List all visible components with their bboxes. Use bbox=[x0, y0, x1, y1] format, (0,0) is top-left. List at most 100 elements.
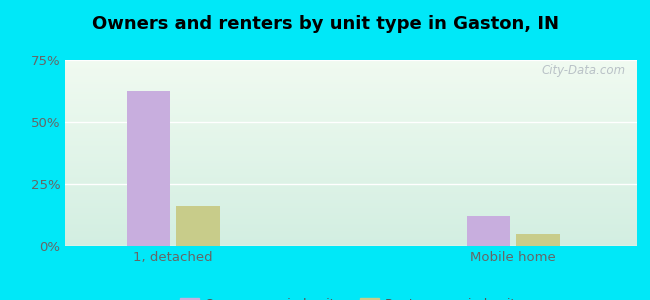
Bar bbox=[65, 159, 637, 160]
Bar bbox=[65, 238, 637, 239]
Bar bbox=[65, 119, 637, 120]
Bar bbox=[65, 160, 637, 161]
Text: City-Data.com: City-Data.com bbox=[541, 64, 625, 77]
Bar bbox=[65, 89, 637, 90]
Bar bbox=[65, 120, 637, 122]
Bar bbox=[65, 237, 637, 238]
Bar bbox=[65, 165, 637, 166]
Bar bbox=[65, 197, 637, 198]
Bar bbox=[65, 212, 637, 214]
Bar bbox=[65, 130, 637, 131]
Bar bbox=[65, 194, 637, 195]
Bar bbox=[65, 90, 637, 91]
Bar bbox=[65, 139, 637, 140]
Bar bbox=[467, 216, 510, 246]
Bar bbox=[65, 161, 637, 162]
Bar bbox=[65, 241, 637, 242]
Bar bbox=[65, 158, 637, 159]
Bar bbox=[65, 169, 637, 170]
Bar bbox=[65, 68, 637, 69]
Bar bbox=[65, 142, 637, 143]
Bar bbox=[65, 209, 637, 210]
Bar bbox=[65, 95, 637, 96]
Legend: Owner occupied units, Renter occupied units: Owner occupied units, Renter occupied un… bbox=[175, 293, 527, 300]
Bar bbox=[65, 106, 637, 107]
Bar bbox=[65, 114, 637, 115]
Bar bbox=[65, 85, 637, 86]
Bar bbox=[65, 190, 637, 191]
Bar bbox=[65, 74, 637, 75]
Bar bbox=[65, 109, 637, 110]
Bar bbox=[65, 236, 637, 237]
Bar bbox=[65, 108, 637, 109]
Bar bbox=[65, 77, 637, 78]
Bar bbox=[65, 105, 637, 106]
Bar bbox=[65, 62, 637, 63]
Bar bbox=[65, 80, 637, 81]
Bar bbox=[65, 203, 637, 204]
Bar bbox=[65, 201, 637, 202]
Bar bbox=[65, 172, 637, 173]
Bar bbox=[65, 166, 637, 167]
Bar bbox=[65, 78, 637, 79]
Bar bbox=[65, 79, 637, 80]
Bar bbox=[65, 122, 637, 123]
Bar bbox=[65, 225, 637, 226]
Bar bbox=[65, 221, 637, 222]
Bar bbox=[65, 101, 637, 102]
Bar bbox=[65, 128, 637, 129]
Bar bbox=[65, 111, 637, 112]
Bar bbox=[65, 191, 637, 192]
Bar bbox=[65, 71, 637, 72]
Bar bbox=[127, 91, 170, 246]
Bar bbox=[65, 160, 637, 161]
Bar bbox=[65, 76, 637, 77]
Bar bbox=[65, 243, 637, 244]
Bar bbox=[65, 240, 637, 241]
Bar bbox=[65, 91, 637, 92]
Bar bbox=[65, 162, 637, 163]
Bar bbox=[65, 103, 637, 104]
Text: Owners and renters by unit type in Gaston, IN: Owners and renters by unit type in Gasto… bbox=[92, 15, 558, 33]
Bar bbox=[65, 219, 637, 220]
Bar bbox=[65, 83, 637, 84]
Bar bbox=[65, 171, 637, 172]
Bar bbox=[65, 92, 637, 94]
Bar bbox=[65, 211, 637, 212]
Bar bbox=[65, 134, 637, 135]
Bar bbox=[65, 155, 637, 156]
Bar bbox=[65, 132, 637, 133]
Bar bbox=[65, 112, 637, 113]
Bar bbox=[65, 193, 637, 194]
Bar bbox=[65, 157, 637, 158]
Bar bbox=[65, 215, 637, 216]
Bar bbox=[65, 199, 637, 200]
Bar bbox=[65, 63, 637, 64]
Bar bbox=[65, 84, 637, 85]
Bar bbox=[65, 141, 637, 142]
Bar bbox=[65, 176, 637, 177]
Bar bbox=[65, 216, 637, 217]
Bar bbox=[65, 210, 637, 211]
Bar bbox=[65, 206, 637, 207]
Bar bbox=[65, 179, 637, 180]
Bar bbox=[176, 206, 220, 246]
Bar bbox=[65, 231, 637, 232]
Bar bbox=[65, 131, 637, 132]
Bar bbox=[65, 140, 637, 141]
Bar bbox=[65, 118, 637, 119]
Bar bbox=[65, 224, 637, 225]
Bar bbox=[65, 238, 637, 239]
Bar bbox=[65, 115, 637, 116]
Bar bbox=[65, 181, 637, 182]
Bar bbox=[65, 207, 637, 208]
Bar bbox=[65, 99, 637, 100]
Bar bbox=[65, 195, 637, 196]
Bar bbox=[65, 233, 637, 234]
Bar bbox=[65, 136, 637, 137]
Bar bbox=[65, 156, 637, 157]
Bar bbox=[65, 234, 637, 235]
Bar bbox=[65, 97, 637, 98]
Bar bbox=[65, 228, 637, 229]
Bar bbox=[65, 223, 637, 224]
